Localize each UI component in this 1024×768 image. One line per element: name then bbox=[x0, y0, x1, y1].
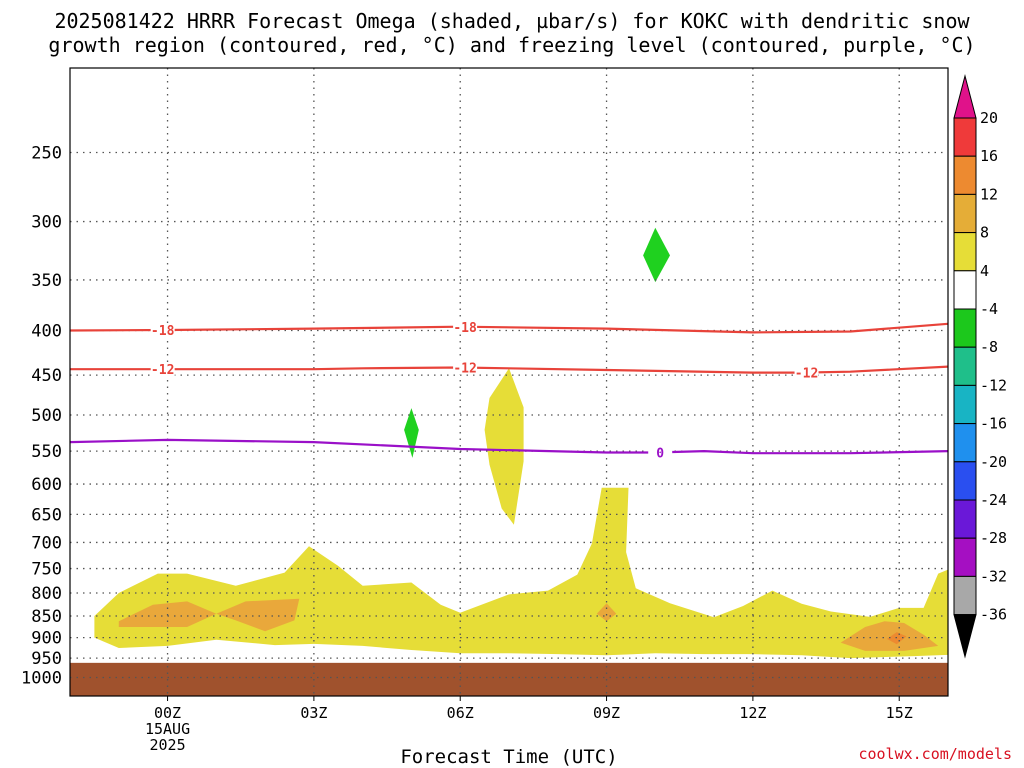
y-tick-label-400: 400 bbox=[31, 322, 62, 342]
colorbar-bin-8-12 bbox=[953, 193, 977, 234]
contour-label-bg-0-0 bbox=[648, 445, 673, 460]
colorbar-bin--4-4 bbox=[953, 270, 977, 310]
y-tick-label-950: 950 bbox=[31, 649, 62, 669]
colorbar-label--20: -20 bbox=[980, 453, 1007, 471]
x-tick-label-00Z: 00Z bbox=[154, 704, 181, 722]
colorbar-label--12: -12 bbox=[980, 376, 1007, 394]
y-tick-label-900: 900 bbox=[31, 629, 62, 649]
contour-label-0: 0 bbox=[656, 446, 664, 461]
colorbar-bin--36--32 bbox=[953, 575, 977, 616]
omega-region-5 bbox=[216, 598, 300, 632]
contour-label--18: -18 bbox=[453, 321, 477, 336]
contour-label--12: -12 bbox=[453, 362, 476, 377]
chart-title-line-2: growth region (contoured, red, °C) and f… bbox=[48, 33, 976, 57]
x-tick-sublabel: 15AUG bbox=[145, 720, 190, 738]
contour-label--12: -12 bbox=[795, 366, 818, 381]
colorbar-under-triangle bbox=[953, 614, 977, 659]
x-tick-label-06Z: 06Z bbox=[447, 704, 474, 722]
y-axis: 2503003504004505005506006507007508008509… bbox=[21, 144, 62, 689]
colorbar-label--36: -36 bbox=[980, 606, 1007, 624]
contour-label-bg--12-2 bbox=[794, 365, 819, 380]
colorbar-label--24: -24 bbox=[980, 491, 1007, 509]
colorbar-bin--20--16 bbox=[953, 423, 977, 463]
y-tick-label-550: 550 bbox=[31, 442, 62, 462]
omega-region-2 bbox=[94, 487, 948, 659]
y-tick-label-800: 800 bbox=[31, 584, 62, 604]
y-tick-label-300: 300 bbox=[31, 213, 62, 233]
contour-line--18 bbox=[69, 322, 949, 334]
gridlines bbox=[70, 68, 948, 696]
omega-region-3 bbox=[484, 368, 524, 525]
contour-label-bg--18-1 bbox=[453, 319, 478, 334]
colorbar-bin--16--12 bbox=[953, 384, 977, 425]
colorbar-label-12: 12 bbox=[980, 185, 998, 203]
colorbar-bin--12--8 bbox=[953, 346, 977, 386]
y-tick-label-450: 450 bbox=[31, 366, 62, 386]
contour-line-0 bbox=[69, 438, 949, 455]
y-tick-label-850: 850 bbox=[31, 607, 62, 627]
colorbar-label-16: 16 bbox=[980, 147, 998, 165]
temperature-contours-layer: -18 -18 -12 -12 -12 0 bbox=[69, 319, 949, 461]
ground-surface bbox=[70, 662, 948, 696]
colorbar-bin-4-8 bbox=[953, 232, 977, 272]
omega-region-0 bbox=[643, 227, 670, 283]
colorbar-bin--8--4 bbox=[953, 308, 977, 348]
colorbar-label--8: -8 bbox=[980, 338, 998, 356]
colorbar-label--4: -4 bbox=[980, 300, 998, 318]
colorbar-bin--28--24 bbox=[953, 499, 977, 539]
colorbar-over-triangle bbox=[953, 74, 977, 119]
x-axis-label: Forecast Time (UTC) bbox=[400, 746, 618, 768]
omega-region-7 bbox=[840, 621, 939, 651]
x-tick-label-12Z: 12Z bbox=[739, 704, 766, 722]
x-tick-label-09Z: 09Z bbox=[593, 704, 620, 722]
x-tick-label-03Z: 03Z bbox=[300, 704, 327, 722]
contour-label--12: -12 bbox=[151, 363, 174, 378]
colorbar-label--16: -16 bbox=[980, 415, 1007, 433]
colorbar-label-8: 8 bbox=[980, 224, 989, 242]
colorbar: 20 16 12 8 4 -4 -8 -12 -16 -20 -24 -28 -32 -36 bbox=[953, 74, 1007, 659]
contour-label-bg--12-1 bbox=[453, 360, 478, 375]
colorbar-bin--32--28 bbox=[953, 537, 977, 577]
y-tick-label-250: 250 bbox=[31, 144, 62, 164]
y-tick-label-500: 500 bbox=[31, 406, 62, 426]
colorbar-bin-16-20 bbox=[953, 117, 977, 157]
y-tick-label-600: 600 bbox=[31, 475, 62, 495]
contour-label-bg--18-0 bbox=[150, 323, 175, 338]
x-tick-label-15Z: 15Z bbox=[886, 704, 913, 722]
colorbar-label--28: -28 bbox=[980, 529, 1007, 547]
contour-label-bg--12-0 bbox=[150, 362, 175, 377]
y-tick-label-650: 650 bbox=[31, 505, 62, 525]
colorbar-bin--24--20 bbox=[953, 461, 977, 501]
colorbar-label--32: -32 bbox=[980, 567, 1007, 585]
omega-region-1 bbox=[404, 408, 419, 458]
contour-line--12 bbox=[70, 365, 949, 374]
omega-region-6 bbox=[596, 603, 617, 622]
contour-label--18: -18 bbox=[151, 324, 175, 339]
colorbar-label-20: 20 bbox=[980, 109, 998, 127]
x-tick-sublabel: 2025 bbox=[149, 736, 185, 754]
colorbar-bin-12-16 bbox=[953, 155, 977, 195]
plot-frame bbox=[69, 67, 949, 697]
y-tick-label-700: 700 bbox=[31, 533, 62, 553]
chart-title-line-1: 2025081422 HRRR Forecast Omega (shaded, … bbox=[54, 9, 970, 33]
y-tick-label-750: 750 bbox=[31, 560, 62, 580]
omega-shading-layer bbox=[94, 227, 948, 659]
site-credit: coolwx.com/models bbox=[858, 745, 1012, 763]
colorbar-label-4: 4 bbox=[980, 262, 989, 280]
y-tick-label-350: 350 bbox=[31, 271, 62, 291]
y-tick-label-1000: 1000 bbox=[21, 669, 62, 689]
